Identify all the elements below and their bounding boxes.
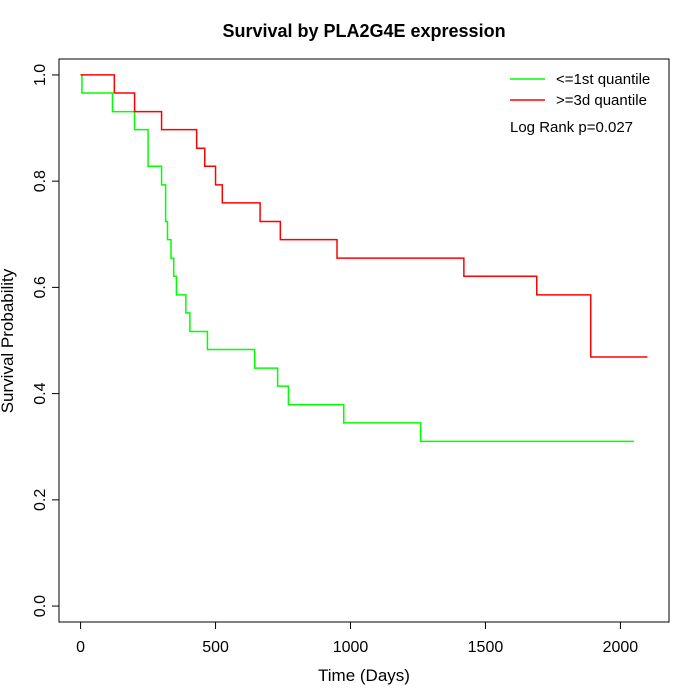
y-axis: 0.0 0.2 0.4 0.6 0.8 1.0 bbox=[32, 64, 60, 617]
series-line-2 bbox=[80, 74, 648, 358]
x-tick-label: 0 bbox=[76, 639, 85, 656]
x-tick-label: 500 bbox=[202, 639, 229, 656]
x-tick-label: 1000 bbox=[333, 639, 369, 656]
y-tick-label: 0.4 bbox=[32, 382, 49, 404]
x-axis: 0 500 1000 1500 2000 bbox=[76, 621, 639, 656]
legend: <=1st quantile >=3d quantile bbox=[510, 71, 650, 109]
chart-title: Survival by PLA2G4E expression bbox=[222, 21, 505, 41]
y-tick-label: 0.6 bbox=[32, 276, 49, 298]
legend-label: <=1st quantile bbox=[556, 71, 650, 88]
series-line-1 bbox=[80, 74, 634, 443]
y-axis-label: Survival Probability bbox=[0, 268, 17, 413]
y-tick-label: 0.8 bbox=[32, 170, 49, 192]
x-tick-label: 1500 bbox=[468, 639, 504, 656]
x-axis-label: Time (Days) bbox=[318, 666, 410, 685]
y-tick-label: 0.0 bbox=[32, 595, 49, 617]
legend-label: >=3d quantile bbox=[556, 92, 647, 109]
x-tick-label: 2000 bbox=[603, 639, 639, 656]
log-rank-annotation: Log Rank p=0.027 bbox=[510, 119, 633, 136]
series-layer bbox=[80, 74, 648, 443]
y-tick-label: 0.2 bbox=[32, 489, 49, 511]
y-tick-label: 1.0 bbox=[32, 64, 49, 86]
